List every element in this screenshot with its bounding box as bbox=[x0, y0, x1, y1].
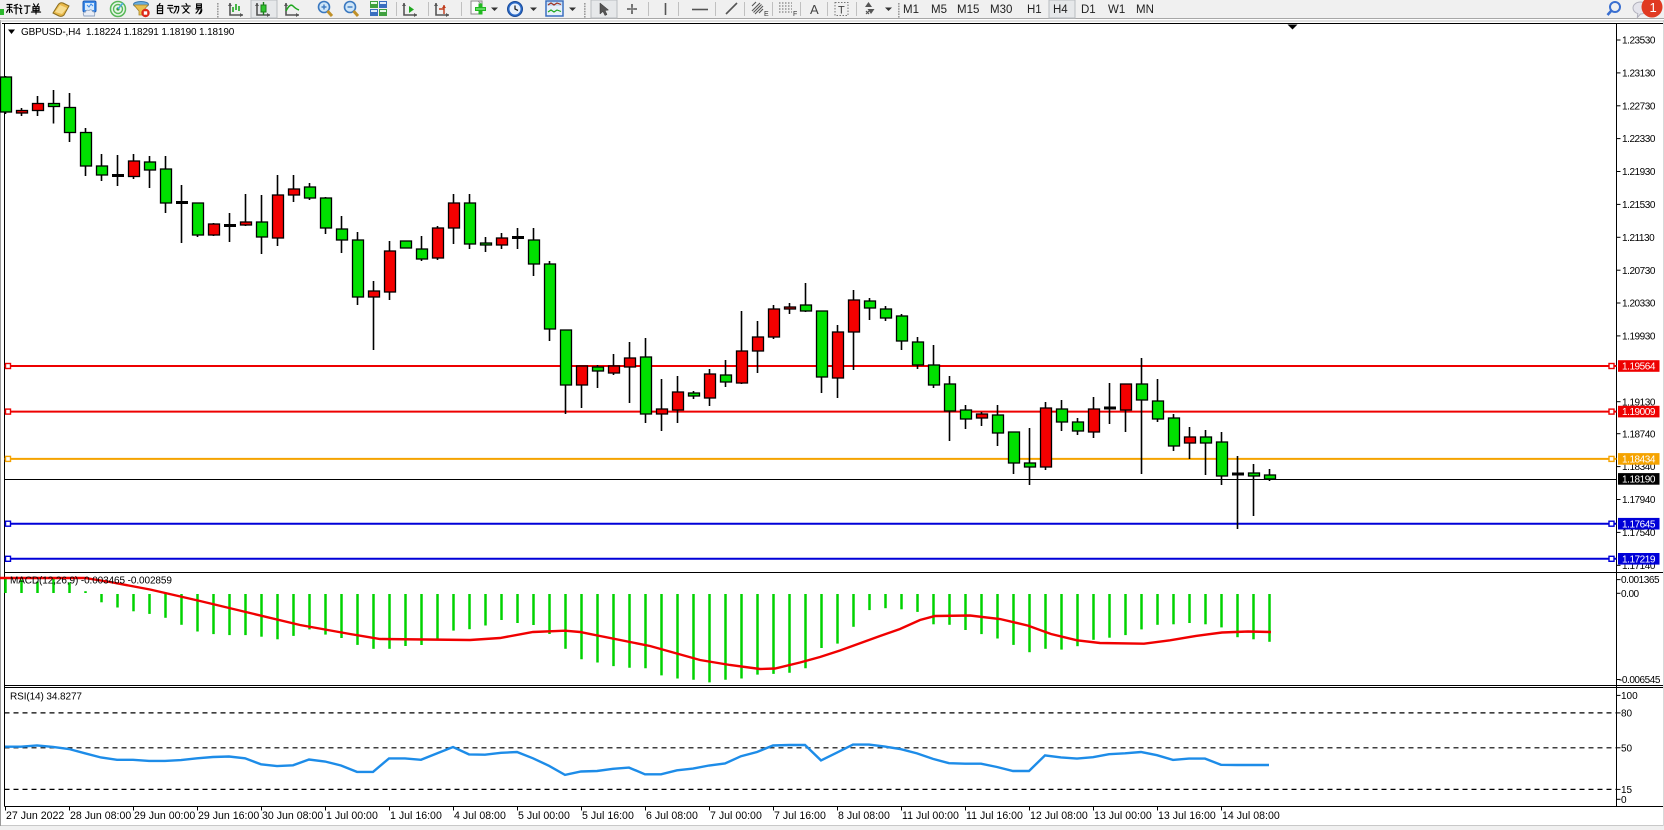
svg-text:T: T bbox=[838, 5, 845, 17]
svg-text:11 Jul 00:00: 11 Jul 00:00 bbox=[902, 810, 959, 822]
svg-text:1.18434: 1.18434 bbox=[1622, 455, 1656, 466]
svg-text:1.19009: 1.19009 bbox=[1622, 407, 1656, 418]
svg-text:11 Jul 16:00: 11 Jul 16:00 bbox=[966, 810, 1023, 822]
svg-text:1.19564: 1.19564 bbox=[1622, 362, 1656, 373]
svg-text:1.17540: 1.17540 bbox=[1622, 528, 1656, 539]
svg-text:0.00: 0.00 bbox=[1621, 589, 1640, 600]
svg-text:1.20730: 1.20730 bbox=[1622, 266, 1656, 277]
svg-text:M30: M30 bbox=[990, 4, 1012, 16]
svg-text:1 Jul 16:00: 1 Jul 16:00 bbox=[390, 810, 442, 822]
svg-text:15: 15 bbox=[1621, 785, 1633, 796]
svg-text:H4: H4 bbox=[1053, 4, 1068, 16]
svg-text:M5: M5 bbox=[931, 4, 947, 16]
svg-text:7 Jul 16:00: 7 Jul 16:00 bbox=[774, 810, 826, 822]
svg-text:14 Jul 08:00: 14 Jul 08:00 bbox=[1222, 810, 1280, 822]
svg-text:1.21130: 1.21130 bbox=[1622, 233, 1655, 244]
svg-text:1.17645: 1.17645 bbox=[1622, 519, 1656, 530]
svg-text:MACD(12,26,9) -0.003465 -0.002: MACD(12,26,9) -0.003465 -0.002859 bbox=[10, 576, 172, 587]
svg-text:1: 1 bbox=[1650, 0, 1657, 15]
svg-text:0.001365: 0.001365 bbox=[1621, 575, 1660, 586]
svg-text:E: E bbox=[764, 11, 769, 18]
svg-text:M1: M1 bbox=[903, 4, 919, 16]
svg-text:13 Jul 16:00: 13 Jul 16:00 bbox=[1158, 810, 1216, 822]
svg-text:6 Jul 08:00: 6 Jul 08:00 bbox=[646, 810, 698, 822]
svg-text:30 Jun 08:00: 30 Jun 08:00 bbox=[262, 810, 323, 822]
svg-text:1.17140: 1.17140 bbox=[1622, 561, 1656, 572]
svg-text:1.22730: 1.22730 bbox=[1622, 101, 1656, 112]
svg-text:-0.006545: -0.006545 bbox=[1619, 675, 1661, 686]
svg-text:1.17219: 1.17219 bbox=[1622, 554, 1656, 565]
svg-text:D1: D1 bbox=[1081, 4, 1096, 16]
svg-text:28 Jun 08:00: 28 Jun 08:00 bbox=[70, 810, 131, 822]
svg-text:7 Jul 00:00: 7 Jul 00:00 bbox=[710, 810, 762, 822]
svg-text:4 Jul 08:00: 4 Jul 08:00 bbox=[454, 810, 506, 822]
svg-text:1.21530: 1.21530 bbox=[1622, 200, 1656, 211]
svg-text:1.20330: 1.20330 bbox=[1622, 299, 1656, 310]
svg-text:GBPUSD-,H4 1.18224 1.18291 1.: GBPUSD-,H4 1.18224 1.18291 1.18190 1.181… bbox=[21, 27, 235, 38]
svg-text:1.23130: 1.23130 bbox=[1622, 69, 1656, 80]
svg-text:50: 50 bbox=[1621, 743, 1633, 754]
svg-text:5 Jul 16:00: 5 Jul 16:00 bbox=[582, 810, 634, 822]
svg-text:A: A bbox=[810, 2, 819, 17]
svg-text:W1: W1 bbox=[1108, 4, 1125, 16]
svg-text:12 Jul 08:00: 12 Jul 08:00 bbox=[1030, 810, 1088, 822]
svg-text:H1: H1 bbox=[1027, 4, 1042, 16]
svg-text:1.19130: 1.19130 bbox=[1622, 397, 1656, 408]
svg-text:5 Jul 00:00: 5 Jul 00:00 bbox=[518, 810, 570, 822]
svg-text:29 Jun 00:00: 29 Jun 00:00 bbox=[134, 810, 195, 822]
svg-text:1.19930: 1.19930 bbox=[1622, 332, 1656, 343]
svg-text:RSI(14) 34.8277: RSI(14) 34.8277 bbox=[10, 692, 82, 703]
svg-text:8 Jul 08:00: 8 Jul 08:00 bbox=[838, 810, 890, 822]
svg-text:0: 0 bbox=[1621, 795, 1627, 806]
svg-text:1.18190: 1.18190 bbox=[1622, 475, 1656, 486]
svg-text:100: 100 bbox=[1621, 691, 1638, 702]
svg-text:F: F bbox=[793, 11, 797, 18]
svg-text:1.22330: 1.22330 bbox=[1622, 134, 1656, 145]
svg-text:27 Jun 2022: 27 Jun 2022 bbox=[6, 810, 64, 822]
svg-text:MN: MN bbox=[1136, 4, 1154, 16]
svg-text:M15: M15 bbox=[957, 4, 979, 16]
svg-text:80: 80 bbox=[1621, 709, 1633, 720]
svg-text:1.21930: 1.21930 bbox=[1622, 167, 1656, 178]
svg-text:1.17940: 1.17940 bbox=[1622, 495, 1656, 506]
svg-text:1.18340: 1.18340 bbox=[1622, 462, 1656, 473]
svg-text:29 Jun 16:00: 29 Jun 16:00 bbox=[198, 810, 259, 822]
svg-text:13 Jul 00:00: 13 Jul 00:00 bbox=[1094, 810, 1152, 822]
svg-text:1.23530: 1.23530 bbox=[1622, 36, 1656, 47]
svg-text:1.18740: 1.18740 bbox=[1622, 429, 1656, 440]
svg-text:1 Jul 00:00: 1 Jul 00:00 bbox=[326, 810, 378, 822]
